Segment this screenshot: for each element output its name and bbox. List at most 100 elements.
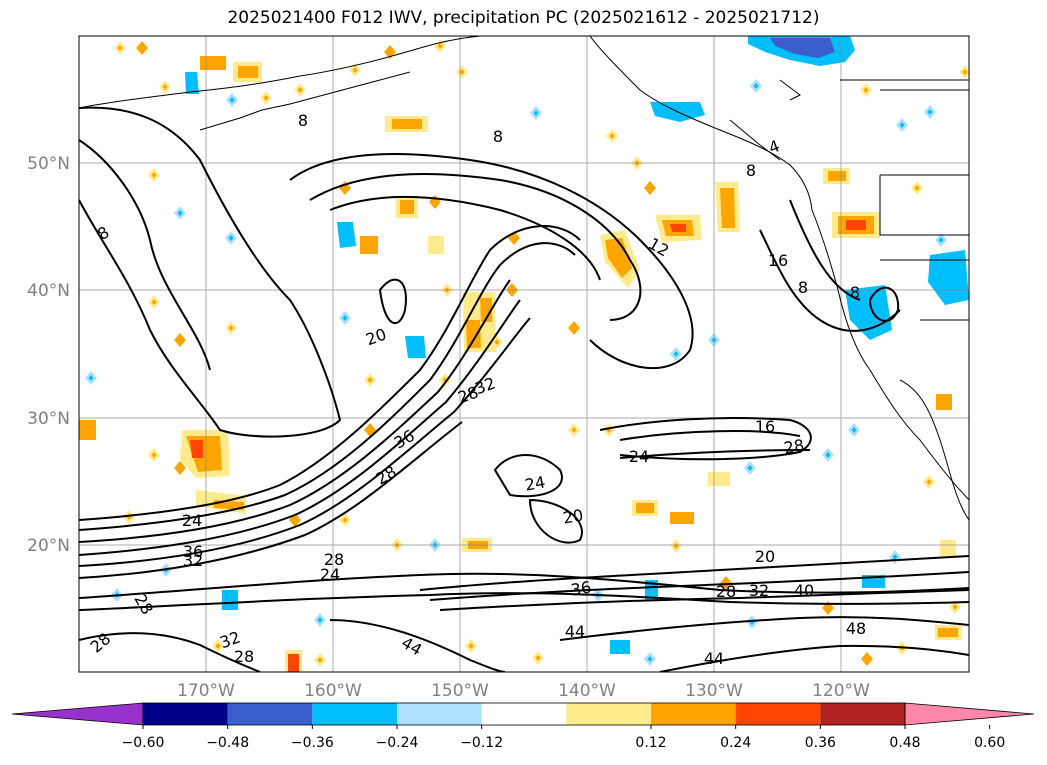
precip-speckle-core xyxy=(571,427,577,433)
precip-speckle-core xyxy=(297,87,303,93)
precip-speckle-core xyxy=(952,604,958,610)
colorbar-swatch xyxy=(651,703,736,725)
precip-positive-region xyxy=(190,440,203,458)
precip-speckle-core xyxy=(162,84,168,90)
lat-label-30n: 30°N xyxy=(27,409,70,429)
lon-label-170w: 170°W xyxy=(177,681,235,701)
lat-label-20n: 20°N xyxy=(27,536,70,556)
lon-label-140w: 140°W xyxy=(558,681,616,701)
contour-label: 44 xyxy=(565,622,585,641)
precip-speckle-core xyxy=(825,605,831,611)
precip-speckle-core xyxy=(511,235,517,241)
iwv-contours xyxy=(79,106,969,672)
precip-speckle-core xyxy=(864,656,870,662)
precip-speckle-core xyxy=(863,87,869,93)
precip-positive-region xyxy=(288,654,299,672)
contour-label: 20 xyxy=(561,505,584,527)
precip-speckle-core xyxy=(177,337,183,343)
precip-positive-region xyxy=(846,220,866,230)
precip-negative-region xyxy=(222,590,238,610)
precip-speckle-core xyxy=(468,643,474,649)
precip-speckle-core xyxy=(533,110,539,116)
contour-label: 48 xyxy=(846,619,866,638)
precip-negative-region xyxy=(405,336,426,358)
precip-speckle-core xyxy=(927,109,933,115)
precip-speckle-core xyxy=(673,351,679,357)
precip-speckle-core xyxy=(229,97,235,103)
map-title: 2025021400 F012 IWV, precipitation PC (2… xyxy=(227,8,820,28)
colorbar-tick-label: −0.48 xyxy=(206,735,249,751)
precip-speckle-core xyxy=(647,656,653,662)
precip-negative-region xyxy=(610,640,630,654)
precip-speckle-core xyxy=(139,45,145,51)
precip-speckle-core xyxy=(914,185,920,191)
precip-speckle-core xyxy=(317,657,323,663)
precip-positive-region xyxy=(636,503,654,513)
precip-speckle-core xyxy=(851,427,857,433)
colorbar-tick-label: 0.48 xyxy=(889,735,920,751)
precip-speckle-core xyxy=(177,210,183,216)
coastlines xyxy=(79,36,969,521)
graticule xyxy=(79,36,969,672)
contour-label: 16 xyxy=(768,251,788,270)
contour-label: 36 xyxy=(569,577,592,599)
precip-speckle-core xyxy=(753,83,759,89)
precip-positive-region xyxy=(466,320,481,348)
contour-label: 28 xyxy=(716,582,736,601)
colorbar-tick-label: 0.60 xyxy=(974,735,1005,751)
precip-positive-region xyxy=(940,540,956,556)
precip-speckle-core xyxy=(292,517,298,523)
lon-label-120w: 120°W xyxy=(812,681,870,701)
precip-positive-region xyxy=(428,236,444,254)
precip-speckle-core xyxy=(571,325,577,331)
colorbar-frame xyxy=(142,702,906,726)
precip-speckle-core xyxy=(228,235,234,241)
colorbar-swatch xyxy=(143,703,228,725)
precip-positive-region xyxy=(200,56,226,70)
colorbar: −0.60 −0.48 −0.36 −0.24 −0.12 0.12 0.24 0.36 0.4… xyxy=(11,702,1035,751)
contour-label: 16 xyxy=(755,417,775,436)
precip-speckle-core xyxy=(939,400,945,406)
colorbar-tick-label: 0.12 xyxy=(635,735,666,751)
precip-speckle-core xyxy=(151,299,157,305)
precip-speckle-core xyxy=(177,465,183,471)
precip-speckle-core xyxy=(215,643,221,649)
precip-speckle-core xyxy=(228,325,234,331)
precip-speckle-core xyxy=(647,185,653,191)
lon-label-160w: 160°W xyxy=(304,681,362,701)
precip-speckle-core xyxy=(151,172,157,178)
precip-speckle-core xyxy=(747,465,753,471)
precip-positive-region xyxy=(938,628,958,637)
contour-label: 8 xyxy=(798,278,808,297)
precip-positive-region xyxy=(360,236,378,254)
precip-speckle-core xyxy=(899,122,905,128)
colorbar-swatch xyxy=(735,703,821,725)
precip-positive-region xyxy=(605,238,632,278)
precip-speckle-core xyxy=(432,199,438,205)
precip-negative-region xyxy=(337,222,356,248)
contour-label: 8 xyxy=(746,161,756,180)
precip-negative-region xyxy=(770,38,835,58)
precip-shading xyxy=(79,36,969,672)
colorbar-tick-label: −0.12 xyxy=(460,735,503,751)
precip-positive-region xyxy=(670,224,686,232)
precip-positive-region xyxy=(392,119,422,129)
contour-label: 20 xyxy=(755,547,775,566)
precip-speckle-core xyxy=(117,45,123,51)
precip-speckle-core xyxy=(459,69,465,75)
precip-speckle-core xyxy=(387,49,393,55)
lat-label-50n: 50°N xyxy=(27,154,70,174)
precip-speckle-core xyxy=(892,554,898,560)
contour-label: 24 xyxy=(182,511,202,530)
precip-positive-region xyxy=(720,188,735,228)
precip-speckle-core xyxy=(342,185,348,191)
precip-negative-region xyxy=(928,250,969,305)
precip-speckle-core xyxy=(926,479,932,485)
precip-speckle-core xyxy=(151,452,157,458)
precip-positive-region xyxy=(238,66,258,78)
precip-speckle-core xyxy=(88,375,94,381)
contour-label: 28 xyxy=(234,647,254,666)
colorbar-swatch xyxy=(820,703,905,725)
contour-label: 28 xyxy=(324,550,344,569)
